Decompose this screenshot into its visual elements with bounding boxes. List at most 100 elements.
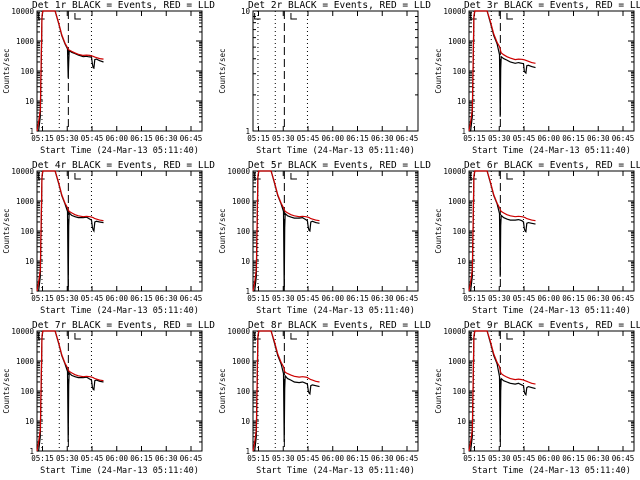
chart-panel-2: Det 2r BLACK = Events, RED = LLD Start Ti… <box>218 0 431 156</box>
y-tick-label: 1000 <box>16 197 35 206</box>
plot-frame <box>252 330 419 452</box>
x-tick-label: 06:15 <box>346 454 369 463</box>
flag-mark <box>290 13 297 20</box>
y-tick-label: 100 <box>452 227 466 236</box>
x-tick-label: 05:30 <box>488 294 511 303</box>
x-axis-label: Start Time (24-Mar-13 05:11:40) <box>472 466 631 476</box>
series-lld-line <box>468 170 536 292</box>
flag-mark <box>74 173 81 180</box>
x-tick-label: 06:00 <box>105 454 128 463</box>
plot-frame <box>252 10 419 132</box>
x-tick-label: 06:00 <box>537 454 560 463</box>
flag-mark <box>38 13 45 20</box>
x-tick-label: 05:45 <box>81 134 104 143</box>
y-axis-label: Counts/sec <box>218 208 227 253</box>
flag-mark <box>290 173 297 180</box>
x-tick-label: 06:30 <box>371 454 394 463</box>
series-lld-line <box>468 10 536 132</box>
chart-panel-7: Det 7r BLACK = Events, RED = LLD Start Ti… <box>2 320 215 476</box>
y-tick-label: 1 <box>461 447 466 456</box>
flag-mark <box>74 13 81 20</box>
y-tick-label: 1000 <box>448 357 467 366</box>
series-lld-line <box>468 330 536 452</box>
x-tick-label: 06:30 <box>155 294 178 303</box>
y-tick-label: 10 <box>457 257 467 266</box>
chart-title: Det 5r BLACK = Events, RED = LLD <box>248 160 431 171</box>
x-tick-label: 06:45 <box>612 134 635 143</box>
chart-title: Det 8r BLACK = Events, RED = LLD <box>248 320 431 331</box>
series-events-line <box>469 10 536 132</box>
y-axis-label: Counts/sec <box>434 48 443 93</box>
x-tick-label: 05:15 <box>463 454 486 463</box>
x-tick-label: 06:15 <box>562 454 585 463</box>
x-tick-label: 05:45 <box>297 454 320 463</box>
y-tick-label: 1000 <box>16 37 35 46</box>
x-tick-label: 06:45 <box>396 134 419 143</box>
series-events-line <box>37 10 104 132</box>
x-tick-label: 06:15 <box>130 134 153 143</box>
series-lld-line <box>36 170 104 292</box>
chart-title: Det 7r BLACK = Events, RED = LLD <box>32 320 215 331</box>
chart-title: Det 9r BLACK = Events, RED = LLD <box>464 320 640 331</box>
x-tick-label: 05:45 <box>513 134 536 143</box>
x-tick-label: 05:45 <box>297 294 320 303</box>
y-tick-label: 100 <box>236 227 250 236</box>
y-tick-label: 100 <box>20 67 34 76</box>
x-tick-label: 06:30 <box>155 134 178 143</box>
x-tick-label: 05:15 <box>31 294 54 303</box>
x-tick-label: 05:30 <box>488 454 511 463</box>
x-tick-label: 05:45 <box>513 294 536 303</box>
y-tick-label: 10 <box>457 417 467 426</box>
y-tick-label: 100 <box>452 67 466 76</box>
plot-frame <box>468 170 635 292</box>
flag-mark <box>506 13 513 20</box>
series-lld-line <box>252 330 320 452</box>
chart-panel-8: Det 8r BLACK = Events, RED = LLD Start Ti… <box>218 320 431 476</box>
x-tick-label: 05:15 <box>247 454 270 463</box>
x-tick-label: 05:45 <box>81 454 104 463</box>
chart-panel-5: Det 5r BLACK = Events, RED = LLD Start Ti… <box>218 160 431 316</box>
x-tick-label: 06:15 <box>346 134 369 143</box>
chart-title: Det 6r BLACK = Events, RED = LLD <box>464 160 640 171</box>
flag-mark <box>254 173 261 180</box>
x-axis-label: Start Time (24-Mar-13 05:11:40) <box>472 146 631 156</box>
y-tick-label: 10000 <box>227 327 250 336</box>
y-axis-label: Counts/sec <box>218 48 227 93</box>
y-tick-label: 1000 <box>232 197 251 206</box>
y-tick-label: 1 <box>29 287 34 296</box>
x-tick-label: 06:15 <box>130 454 153 463</box>
y-tick-label: 1 <box>245 127 250 136</box>
series-events-line <box>253 170 320 292</box>
x-tick-label: 05:30 <box>272 294 295 303</box>
x-tick-label: 06:30 <box>371 134 394 143</box>
flag-mark <box>74 333 81 340</box>
x-tick-label: 06:15 <box>562 294 585 303</box>
flag-mark <box>470 173 477 180</box>
flag-mark <box>290 333 297 340</box>
x-tick-label: 05:45 <box>297 134 320 143</box>
series-events-line <box>37 330 104 452</box>
series-lld-line <box>36 10 104 132</box>
y-tick-label: 10 <box>241 257 251 266</box>
y-axis-label: Counts/sec <box>2 48 11 93</box>
chart-panel-6: Det 6r BLACK = Events, RED = LLD Start Ti… <box>434 160 640 316</box>
flag-mark <box>470 13 477 20</box>
x-tick-label: 05:30 <box>56 134 79 143</box>
flag-mark <box>470 333 477 340</box>
x-tick-label: 05:15 <box>31 454 54 463</box>
x-tick-label: 05:45 <box>81 294 104 303</box>
x-tick-label: 06:30 <box>587 134 610 143</box>
y-tick-label: 10000 <box>443 327 466 336</box>
y-tick-label: 1000 <box>448 197 467 206</box>
y-tick-label: 10000 <box>11 7 34 16</box>
y-tick-label: 1 <box>29 127 34 136</box>
y-tick-label: 10000 <box>227 167 250 176</box>
x-tick-label: 06:45 <box>396 294 419 303</box>
y-tick-label: 100 <box>20 227 34 236</box>
plot-frame <box>468 330 635 452</box>
series-events-line <box>469 170 536 292</box>
y-tick-label: 10000 <box>443 7 466 16</box>
x-tick-label: 06:30 <box>587 454 610 463</box>
y-axis-label: Counts/sec <box>2 368 11 413</box>
